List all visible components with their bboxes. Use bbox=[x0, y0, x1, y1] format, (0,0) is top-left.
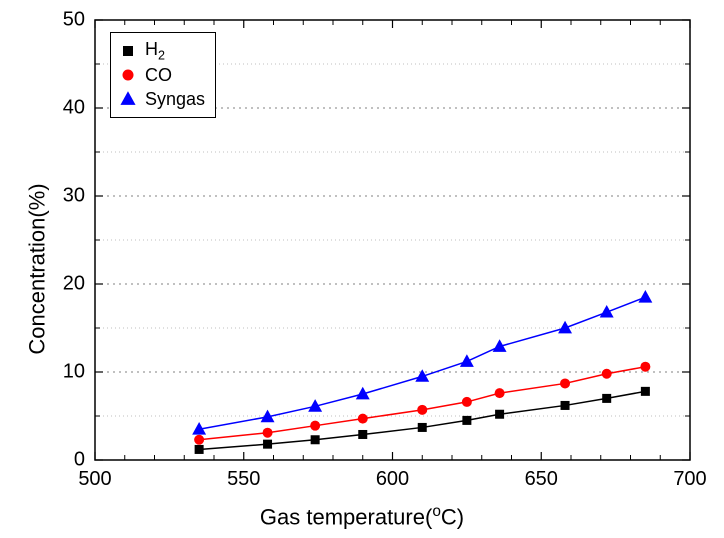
y-tick-label: 20 bbox=[63, 273, 85, 296]
legend: H2CO Syngas bbox=[110, 32, 216, 118]
x-tick-label: 650 bbox=[525, 468, 558, 491]
legend-label: CO bbox=[145, 65, 172, 86]
x-axis-label: Gas temperature(oC) bbox=[260, 503, 464, 530]
legend-marker-triangle-icon bbox=[119, 90, 137, 108]
x-tick-label: 700 bbox=[673, 468, 706, 491]
y-axis-label: Concentration(%) bbox=[25, 183, 51, 354]
legend-item: H2 bbox=[119, 39, 205, 63]
x-tick-label: 600 bbox=[376, 468, 409, 491]
chart-container: Concentration(%) Gas temperature(oC) 50 0… bbox=[0, 0, 724, 538]
legend-marker-square-icon bbox=[119, 42, 137, 60]
legend-label: Syngas bbox=[145, 89, 205, 110]
y-tick-label: 30 bbox=[63, 185, 85, 208]
y-tick-label: 40 bbox=[63, 97, 85, 120]
legend-label: H2 bbox=[145, 39, 165, 63]
x-tick-label: 550 bbox=[227, 468, 260, 491]
legend-item: Syngas bbox=[119, 87, 205, 111]
y-tick-label: 0 bbox=[74, 449, 85, 472]
legend-item: CO bbox=[119, 63, 205, 87]
y-tick-label: 10 bbox=[63, 361, 85, 384]
legend-marker-circle-icon bbox=[119, 66, 137, 84]
plot-svg bbox=[0, 0, 724, 538]
y-tick-label: 50 bbox=[63, 9, 85, 32]
